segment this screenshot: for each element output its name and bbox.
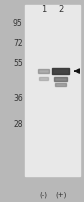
Bar	[54, 78, 67, 82]
Bar	[38, 69, 49, 74]
Text: 36: 36	[13, 94, 23, 102]
Text: 1: 1	[41, 5, 46, 14]
Bar	[25, 6, 80, 176]
Text: 55: 55	[13, 59, 23, 68]
Bar	[39, 77, 48, 80]
Bar	[52, 69, 69, 75]
Text: 95: 95	[13, 19, 23, 28]
Bar	[55, 83, 66, 86]
Text: (+): (+)	[56, 191, 67, 197]
Text: 2: 2	[59, 5, 64, 14]
Text: (-): (-)	[40, 191, 48, 197]
Text: 72: 72	[13, 39, 23, 48]
Text: 28: 28	[13, 120, 23, 129]
